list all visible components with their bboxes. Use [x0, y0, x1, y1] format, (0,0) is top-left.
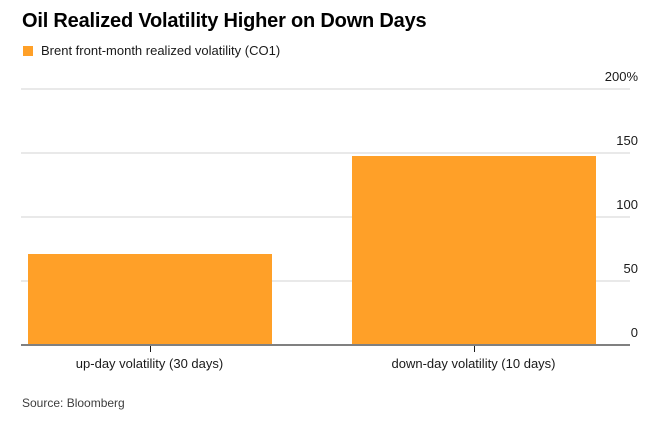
x-axis-category-label-2: down-day volatility (10 days) [391, 356, 556, 371]
x-axis-category-label-1: up-day volatility (30 days) [75, 356, 224, 371]
y-axis-label-200: 200% [604, 69, 638, 84]
y-axis-label-50: 50 [623, 261, 638, 276]
source-note: Source: Bloomberg [22, 396, 125, 410]
gridline-100 [21, 216, 630, 218]
y-axis-label-0: 0 [630, 325, 638, 340]
gridline-150 [21, 152, 630, 154]
x-axis-line [21, 344, 630, 346]
legend-label: Brent front-month realized volatility (C… [41, 43, 281, 58]
gridline-50 [21, 280, 630, 282]
legend-swatch-icon [23, 46, 33, 56]
legend: Brent front-month realized volatility (C… [23, 44, 280, 58]
gridline-200 [21, 88, 630, 90]
x-tick-2 [473, 346, 475, 352]
x-tick-1 [149, 346, 151, 352]
y-axis-label-150: 150 [616, 133, 638, 148]
bar-2 [351, 156, 596, 344]
chart-title: Oil Realized Volatility Higher on Down D… [22, 10, 427, 32]
y-axis-label-100: 100 [616, 197, 638, 212]
bar-1 [27, 254, 272, 344]
